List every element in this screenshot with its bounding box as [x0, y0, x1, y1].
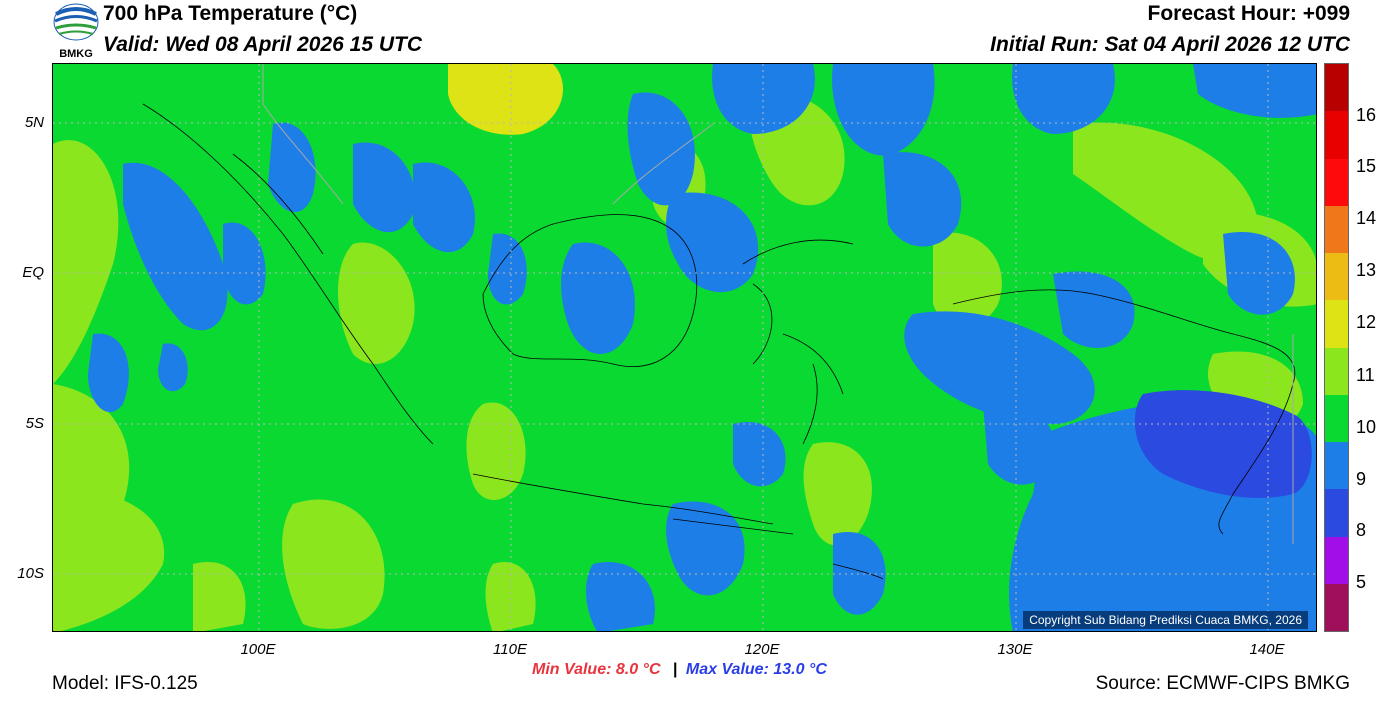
graticule — [53, 64, 1316, 631]
field-8-9 — [1134, 390, 1312, 498]
forecast-hour: Forecast Hour: +099 — [1147, 2, 1351, 25]
lat-label-5n: 5N — [24, 114, 44, 131]
bmkg-logo-icon: BMKG — [53, 3, 99, 60]
min-max-separator: | — [672, 661, 678, 678]
colorbar-label: 11 — [1356, 365, 1375, 385]
colorbar — [1324, 63, 1349, 632]
temperature-field — [53, 64, 1316, 631]
colorbar-cell — [1325, 253, 1348, 301]
source-label: Source: ECMWF-CIPS BMKG — [1095, 673, 1350, 694]
colorbar-cell — [1325, 489, 1348, 537]
coastlines — [142, 103, 1296, 580]
colorbar-cell — [1325, 300, 1348, 348]
lat-label-eq: EQ — [22, 264, 44, 281]
colorbar-cell — [1325, 111, 1348, 159]
max-value: Max Value: 13.0 °C — [685, 661, 827, 678]
min-value: Min Value: 8.0 °C — [532, 661, 661, 678]
colorbar-cell — [1325, 158, 1348, 206]
colorbar-cell — [1325, 536, 1348, 584]
colorbar-label: 9 — [1356, 469, 1367, 489]
map-title: 700 hPa Temperature (°C) — [103, 2, 358, 25]
colorbar-cell — [1325, 442, 1348, 490]
min-max-values: Min Value: 8.0 °C | Max Value: 13.0 °C — [532, 661, 827, 679]
field-12-13 — [448, 64, 563, 135]
colorbar-cell — [1325, 205, 1348, 253]
valid-time: Valid: Wed 08 April 2026 15 UTC — [103, 33, 422, 56]
initial-run: Initial Run: Sat 04 April 2026 12 UTC — [990, 33, 1350, 56]
temperature-map: Copyright Sub Bidang Prediksi Cuaca BMKG… — [52, 63, 1317, 632]
model-label: Model: IFS-0.125 — [52, 673, 198, 694]
colorbar-cell — [1325, 394, 1348, 442]
colorbar-label: 8 — [1356, 520, 1367, 540]
lon-label-110e: 110E — [493, 641, 527, 658]
lon-label-100e: 100E — [240, 641, 276, 658]
colorbar-label: 15 — [1356, 156, 1377, 176]
lon-label-120e: 120E — [744, 641, 780, 658]
logo-text: BMKG — [59, 48, 93, 60]
colorbar-label: 13 — [1356, 260, 1377, 280]
colorbar-label: 12 — [1356, 312, 1377, 332]
lat-label-5s: 5S — [25, 415, 44, 432]
colorbar-label: 10 — [1356, 417, 1377, 437]
bmkg-logo: BMKG — [52, 2, 100, 60]
lon-label-140e: 140E — [1249, 641, 1285, 658]
colorbar-cell — [1325, 583, 1348, 631]
political-borders — [262, 64, 1294, 544]
colorbar-label: 14 — [1356, 208, 1377, 228]
colorbar-label: 16 — [1356, 105, 1377, 125]
lon-label-130e: 130E — [997, 641, 1033, 658]
colorbar-cell — [1325, 64, 1348, 112]
lat-label-10s: 10S — [17, 565, 44, 582]
copyright-notice: Copyright Sub Bidang Prediksi Cuaca BMKG… — [1023, 611, 1308, 629]
colorbar-cell — [1325, 347, 1348, 395]
colorbar-label: 5 — [1356, 572, 1367, 592]
